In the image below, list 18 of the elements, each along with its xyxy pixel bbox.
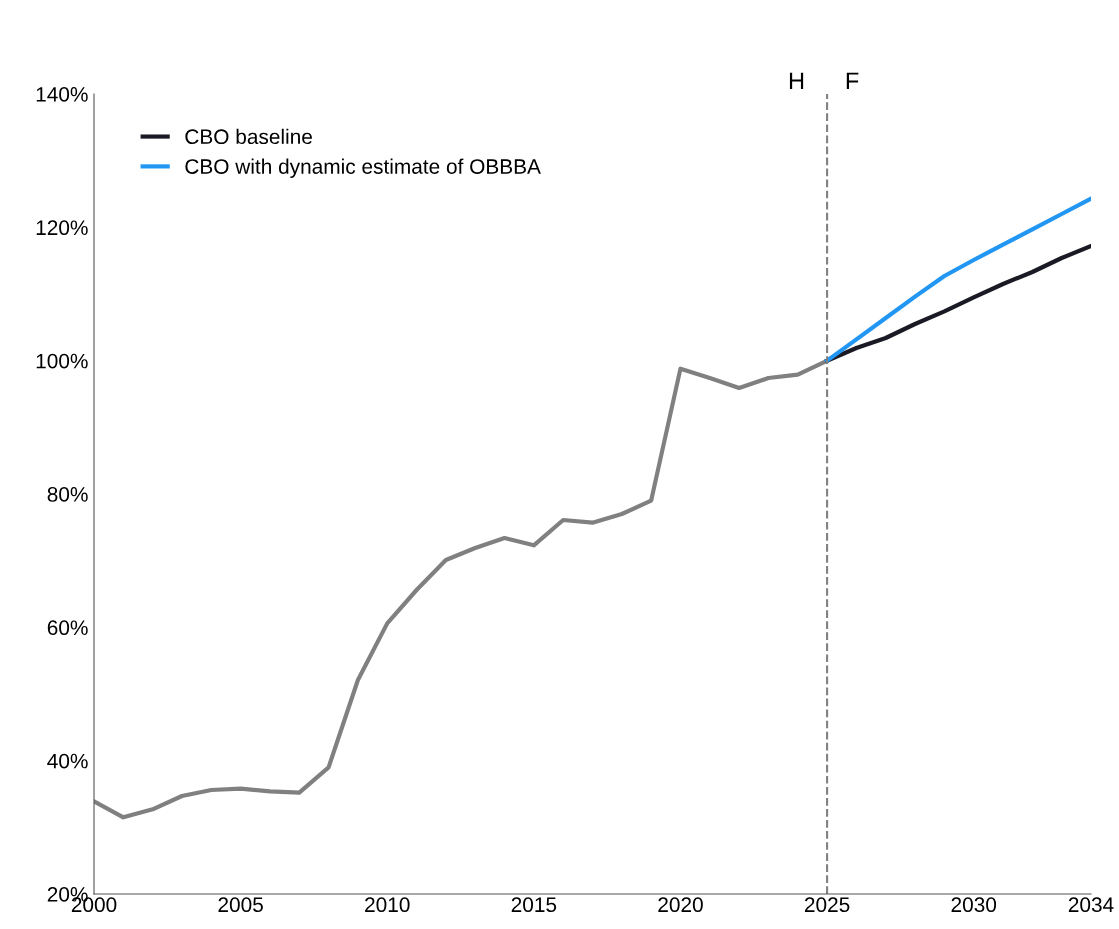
y-tick-label: 100% [36, 353, 88, 369]
y-tick-label: 80% [47, 487, 88, 502]
y-tick-label: 60% [47, 620, 88, 636]
y-tick-label: 140% [36, 87, 88, 102]
x-tick-label: 2025 [804, 897, 850, 913]
y-tick-label: 120% [36, 220, 88, 236]
line-series [825, 196, 1091, 363]
x-tick-label: 2015 [511, 897, 557, 913]
x-tick-label: 2005 [218, 897, 263, 913]
x-tick-label: 2010 [365, 897, 410, 913]
text: F [846, 72, 859, 89]
y-tick-label: 40% [47, 753, 88, 769]
legend-label: CBO with dynamic estimate of OBBBA [185, 158, 541, 179]
x-tick-label: 2034 [1068, 897, 1114, 913]
x-tick-label: 2020 [658, 897, 703, 913]
text: H [789, 72, 804, 89]
x-tick-label: 2030 [951, 897, 997, 913]
legend-label: CBO baseline [185, 128, 312, 145]
